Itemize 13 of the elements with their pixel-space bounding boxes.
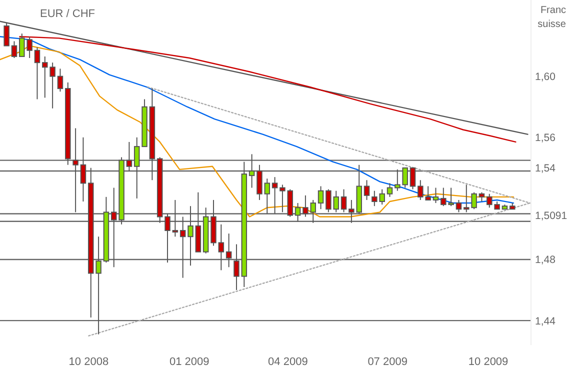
y-axis-title: Franc suisse — [538, 5, 566, 30]
y-tick-label: 1,48 — [535, 254, 556, 266]
x-tick-label: 01 2009 — [170, 356, 210, 368]
x-tick-label: 10 2008 — [68, 356, 109, 368]
x-tick-label: 04 2009 — [268, 356, 308, 368]
y-tick-label: 1,44 — [535, 315, 556, 328]
y-tick-label: 1,60 — [535, 71, 556, 83]
text: EUR / CHF — [40, 8, 96, 20]
y-tick-label: 1,54 — [535, 162, 556, 175]
x-tick-label: 10 2009 — [468, 356, 508, 368]
y-tick-label: 1,5091 — [535, 210, 568, 222]
y-tick-label: 1,56 — [535, 132, 556, 144]
x-tick-label: 07 2009 — [368, 356, 408, 368]
